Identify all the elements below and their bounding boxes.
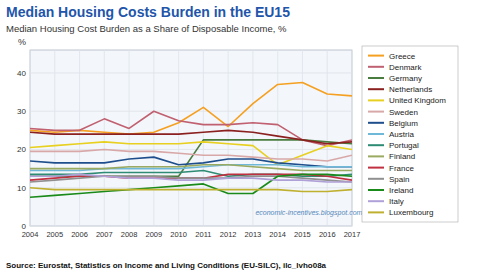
grid-line (30, 187, 352, 188)
legend-label: Italy (389, 197, 404, 206)
x-tick-label: 2007 (96, 230, 113, 239)
grid-line (54, 50, 55, 226)
y-tick-label: 40 (17, 69, 26, 78)
legend-label: Ireland (389, 186, 413, 195)
legend-swatch (368, 189, 384, 191)
watermark: economic-incentives.blogspot.com (255, 209, 362, 217)
legend-label: Portugal (389, 141, 419, 150)
legend-label: France (389, 164, 414, 173)
grid (30, 50, 352, 226)
legend-swatch (368, 155, 384, 157)
plot-frame (30, 50, 352, 226)
x-tick-label: 2014 (269, 230, 286, 239)
legend-label: Sweden (389, 108, 418, 117)
series-line (30, 140, 352, 176)
legend-swatch (368, 211, 384, 213)
title: Median Housing Costs Burden in the EU15 (6, 4, 290, 20)
legend-swatch (368, 167, 384, 169)
subtitle: Median Housing Cost Burden as a Share of… (6, 23, 287, 34)
series-line (30, 149, 352, 160)
grid-line (129, 50, 130, 226)
x-tick-label: 2009 (146, 230, 163, 239)
x-tick-label: 2006 (71, 230, 88, 239)
y-tick-label: 30 (17, 107, 26, 116)
chart: Median Housing Costs Burden in the EU15 M… (0, 0, 500, 278)
grid-line (252, 50, 253, 226)
grid-line (277, 50, 278, 226)
x-tick-label: 2008 (121, 230, 138, 239)
legend-label: Spain (389, 175, 409, 184)
grid-line (30, 226, 352, 227)
grid-line (30, 50, 31, 226)
legend-label: Finland (389, 152, 415, 161)
series-line (30, 176, 352, 182)
grid-line (228, 50, 229, 226)
x-tick-label: 2015 (294, 230, 311, 239)
x-tick-label: 2011 (195, 230, 211, 239)
series-line (30, 111, 352, 145)
legend-swatch (368, 55, 384, 57)
grid-line (327, 50, 328, 226)
series-line (30, 174, 352, 182)
legend-swatch (368, 133, 384, 135)
grid-line (178, 50, 179, 226)
y-axis-label: % (18, 37, 26, 47)
series-line (30, 130, 352, 143)
legend-swatch (368, 99, 384, 101)
series-line (30, 188, 352, 192)
x-tick-label: 2010 (170, 230, 187, 239)
grid-line (79, 50, 80, 226)
grid-line (302, 50, 303, 226)
series-line (30, 174, 352, 197)
legend-label: Denmark (389, 63, 422, 72)
legend-label: Luxembourg (389, 208, 433, 217)
legend-label: Greece (389, 52, 416, 61)
legend-swatch (368, 88, 384, 90)
grid-line (30, 72, 352, 73)
series-line (30, 171, 352, 177)
x-tick-label: 2012 (220, 230, 237, 239)
legend-swatch (368, 77, 384, 79)
legend-frame (362, 46, 458, 222)
series-line (30, 142, 352, 165)
series-line (30, 165, 352, 171)
x-tick-label: 2017 (344, 230, 361, 239)
grid-line (30, 149, 352, 150)
x-tick-label: 2016 (319, 230, 336, 239)
legend-label: United Kingdom (389, 96, 446, 105)
legend: Greece Denmark Germany Netherlands United Ki… (362, 46, 458, 222)
legend-swatch (368, 66, 384, 68)
grid-line (153, 50, 154, 226)
legend-label: Belgium (389, 119, 418, 128)
y-tick-label: 20 (17, 145, 26, 154)
grid-line (104, 50, 105, 226)
legend-swatch (368, 111, 384, 113)
legend-swatch (368, 200, 384, 202)
legend-label: Austria (389, 130, 414, 139)
legend-swatch (368, 178, 384, 180)
grid-line (203, 50, 204, 226)
x-tick-label: 2013 (245, 230, 262, 239)
series-line (30, 83, 352, 135)
lines (30, 83, 352, 198)
grid-line (352, 50, 353, 226)
x-tick-label: 2005 (46, 230, 63, 239)
series-line (30, 165, 352, 171)
legend-swatch (368, 144, 384, 146)
grid-line (30, 111, 352, 112)
x-tick-label: 2004 (22, 230, 39, 239)
legend-swatch (368, 122, 384, 124)
source: Source: Eurostat, Statistics on Income a… (6, 261, 327, 270)
legend-label: Germany (389, 74, 422, 83)
y-tick-label: 10 (17, 184, 26, 193)
legend-label: Netherlands (389, 85, 432, 94)
